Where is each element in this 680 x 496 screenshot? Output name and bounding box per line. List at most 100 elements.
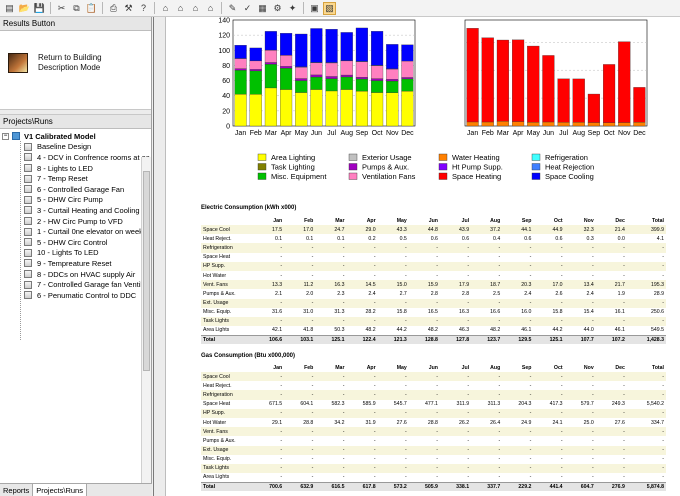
tab-projects-runs[interactable]: Projects\Runs xyxy=(33,484,87,496)
cut-icon[interactable]: ✂ xyxy=(57,2,66,13)
table-cell: - xyxy=(377,473,409,483)
tree-run-item[interactable]: 10 - Lights To LED xyxy=(0,248,151,259)
table-cell: - xyxy=(502,463,534,474)
tree-run-item[interactable]: 7 - Controlled Garage fan Ventilat xyxy=(0,279,151,290)
projects-tree: − V1 Calibrated Model Baseline Design 4 -… xyxy=(0,129,151,469)
help-icon[interactable]: ? xyxy=(140,3,146,13)
run-icon xyxy=(24,153,32,162)
table-cell: - xyxy=(471,372,503,382)
bar-space-cooling xyxy=(355,27,368,62)
tree-root-item[interactable]: − V1 Calibrated Model xyxy=(0,131,151,142)
table-cell: - xyxy=(502,261,534,271)
table-cell: - xyxy=(533,463,565,474)
y-tick-label: 20 xyxy=(222,108,230,115)
table-cell: - xyxy=(346,381,378,391)
paste-icon[interactable]: 📋 xyxy=(85,2,98,13)
tools-icon[interactable]: ⚒ xyxy=(124,2,133,13)
print-icon[interactable]: ⎙ xyxy=(109,2,118,13)
table-cell: 2.4 xyxy=(502,289,534,299)
table-column-header: Total xyxy=(626,216,666,225)
building2-icon[interactable]: ⌂ xyxy=(177,3,184,13)
open-folder-icon[interactable]: ▤ xyxy=(5,2,14,13)
total-cell: 573.2 xyxy=(377,481,409,492)
tree-run-item[interactable]: 9 - Tempreature Reset xyxy=(0,258,151,269)
table-cell: 15.0 xyxy=(377,280,409,290)
scrollbar-thumb[interactable] xyxy=(143,171,150,371)
table-column-header: Feb xyxy=(284,363,316,372)
edit-icon[interactable]: ✎ xyxy=(228,2,237,13)
bar-space-heating xyxy=(557,78,570,123)
table-cell: 20.3 xyxy=(502,280,534,290)
table-cell: 16.3 xyxy=(315,280,347,290)
bar-pumps-aux- xyxy=(295,78,308,81)
toolbar-separator xyxy=(102,2,103,14)
collapse-icon[interactable]: − xyxy=(2,132,9,140)
table-cell: - xyxy=(471,408,503,418)
return-to-building-button[interactable]: Return to Building Description Mode xyxy=(38,53,102,73)
gear-icon[interactable]: ⚙ xyxy=(273,2,282,13)
table-cell: 16.6 xyxy=(471,307,503,317)
bar-misc-equipment xyxy=(355,78,368,92)
bar-water-heating xyxy=(496,121,509,127)
table-icon[interactable]: ▦ xyxy=(258,2,267,13)
legend-swatch xyxy=(531,172,541,180)
table-row: HP Supp. - - - - - - - - - - - - - xyxy=(201,261,666,271)
copy-icon[interactable]: ⧉ xyxy=(73,2,80,13)
table-cell: - xyxy=(408,316,440,327)
building4-icon[interactable]: ⌂ xyxy=(207,3,214,13)
total-cell: 441.4 xyxy=(533,481,565,492)
tree-run-item[interactable]: Baseline Design xyxy=(0,142,151,153)
table-cell: 17.0 xyxy=(533,280,565,290)
open-icon[interactable]: 📂 xyxy=(18,2,31,13)
tree-run-item[interactable]: 8 - DDCs on HVAC supply Air xyxy=(0,269,151,280)
table-cell: 671.5 xyxy=(253,399,285,409)
tree-run-label: 6 - Controlled Garage Fan xyxy=(37,184,125,194)
bar-area-lighting xyxy=(249,94,262,127)
bar-ventilation-fans xyxy=(325,62,338,77)
tree-run-item[interactable]: 8 - Lights to LED xyxy=(0,163,151,174)
save-icon[interactable]: 💾 xyxy=(33,2,46,13)
tree-run-item[interactable]: 4 - DCV in Confrence rooms at ea xyxy=(0,152,151,163)
tree-run-item[interactable]: 3 - Curtail Heating and Cooling o xyxy=(0,205,151,216)
table-cell: 311.9 xyxy=(439,399,472,409)
total-cell: 127.8 xyxy=(439,334,472,345)
table-cell: 0.6 xyxy=(439,234,472,244)
bar-area-lighting xyxy=(340,89,353,127)
run-icon xyxy=(24,291,32,300)
tree-scrollbar[interactable] xyxy=(141,157,151,483)
results-icon[interactable]: ▧ xyxy=(323,1,336,15)
total-cell: 107.2 xyxy=(595,334,627,345)
table-row: Ext. Usage - - - - - - - - - - - - - xyxy=(201,445,666,455)
layers-icon[interactable]: ▣ xyxy=(310,2,319,13)
bar-water-heating xyxy=(618,122,631,127)
wizard-icon[interactable]: ✦ xyxy=(288,2,297,13)
table-cell: 43.9 xyxy=(439,225,472,235)
table-cell: 15.8 xyxy=(533,307,565,317)
tree-run-item[interactable]: 6 - Penumatic Control to DDC xyxy=(0,290,151,301)
table-cell: - xyxy=(253,298,285,308)
return-building-icon[interactable] xyxy=(8,53,28,73)
table-cell: - xyxy=(284,473,316,483)
panel-tabs: Reports Projects\Runs xyxy=(0,483,152,496)
tree-run-item[interactable]: 5 - DHW Circ Pump xyxy=(0,195,151,206)
tab-reports[interactable]: Reports xyxy=(0,484,34,496)
building-icon[interactable]: ⌂ xyxy=(162,3,169,13)
table-cell: 44.9 xyxy=(533,225,565,235)
table-cell: - xyxy=(439,445,472,455)
panel-splitter[interactable] xyxy=(0,109,151,115)
building3-icon[interactable]: ⌂ xyxy=(192,3,199,13)
bar-area-lighting xyxy=(386,92,399,127)
table-cell: - xyxy=(626,243,666,253)
tree-run-item[interactable]: 1 - Curtail 0ne elevator on weeker xyxy=(0,226,151,237)
check-icon[interactable]: ✓ xyxy=(243,2,252,13)
tree-run-item[interactable]: 6 - Controlled Garage Fan xyxy=(0,184,151,195)
tree-run-label: 7 - Temp Reset xyxy=(37,174,88,184)
table-cell: - xyxy=(439,316,472,327)
table-cell: - xyxy=(408,445,440,455)
tree-run-item[interactable]: 2 - HW Circ Pump to VFD xyxy=(0,216,151,227)
table-cell: - xyxy=(626,408,666,418)
bar-pumps-aux- xyxy=(371,78,384,81)
table-cell: - xyxy=(471,436,503,446)
tree-run-item[interactable]: 5 - DHW Circ Control xyxy=(0,237,151,248)
tree-run-item[interactable]: 7 - Temp Reset xyxy=(0,173,151,184)
